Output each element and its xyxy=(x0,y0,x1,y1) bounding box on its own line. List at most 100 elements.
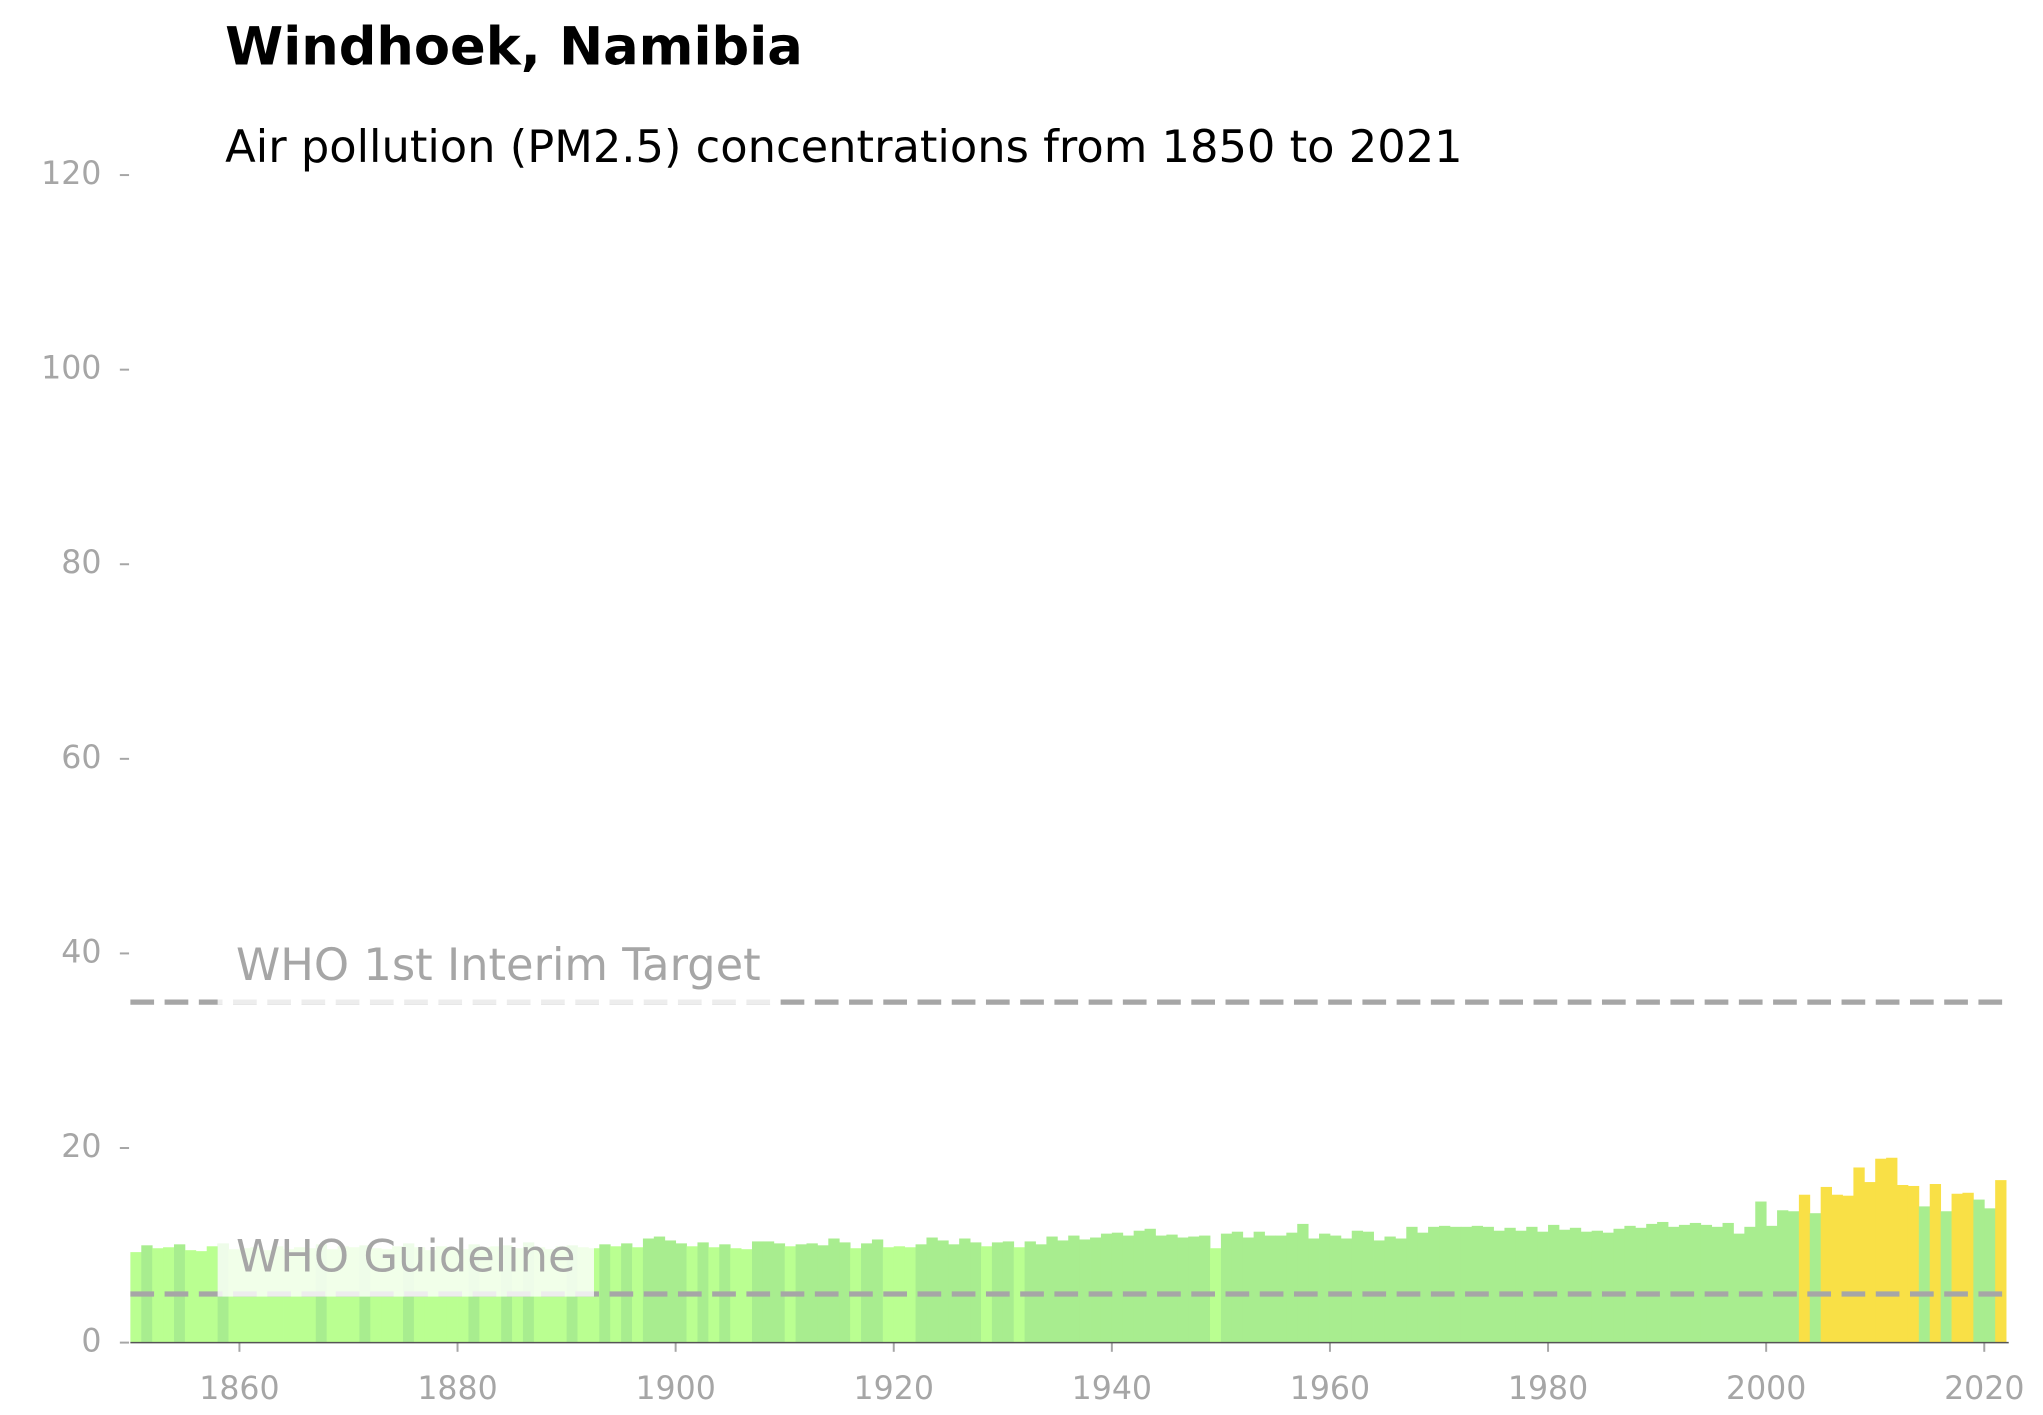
reference-label: WHO Guideline xyxy=(236,1230,576,1283)
bar xyxy=(599,1244,611,1343)
bar xyxy=(1809,1213,1822,1343)
bar xyxy=(1264,1235,1276,1343)
bar xyxy=(773,1243,786,1343)
bar xyxy=(1929,1184,1942,1343)
bar xyxy=(1602,1232,1614,1343)
bar xyxy=(642,1238,655,1343)
bar xyxy=(1569,1227,1582,1343)
bar xyxy=(1962,1192,1974,1343)
bar xyxy=(1973,1199,1985,1343)
bar xyxy=(1995,1180,2007,1343)
bar xyxy=(1439,1225,1451,1343)
bar xyxy=(1842,1195,1854,1343)
bar xyxy=(959,1238,971,1343)
bar xyxy=(1766,1225,1778,1343)
bar xyxy=(1319,1233,1331,1343)
label-background xyxy=(217,1224,594,1297)
bar xyxy=(828,1238,840,1343)
bar xyxy=(1351,1230,1364,1343)
bar xyxy=(1907,1185,1920,1343)
bar xyxy=(1090,1237,1102,1343)
bar xyxy=(1449,1226,1462,1343)
bar xyxy=(1417,1232,1429,1343)
y-tick-label: 80 xyxy=(61,545,101,581)
bar xyxy=(1624,1225,1636,1343)
bar xyxy=(1787,1211,1800,1343)
bar xyxy=(1428,1226,1440,1343)
bar xyxy=(1297,1223,1309,1343)
bar xyxy=(904,1247,916,1343)
bar xyxy=(1678,1224,1691,1343)
bar xyxy=(937,1240,949,1343)
x-tick-label: 1920 xyxy=(854,1371,934,1407)
bar xyxy=(1853,1167,1865,1343)
bar xyxy=(1155,1235,1167,1343)
bar xyxy=(1820,1186,1832,1343)
bar xyxy=(1755,1201,1767,1343)
bar xyxy=(1046,1236,1058,1343)
bar xyxy=(871,1239,884,1343)
bar xyxy=(1100,1233,1113,1343)
bar xyxy=(1798,1194,1811,1343)
bar xyxy=(970,1242,982,1343)
bar xyxy=(1013,1247,1026,1343)
x-tick-label: 2000 xyxy=(1726,1371,1806,1407)
bar xyxy=(1209,1248,1222,1343)
bar xyxy=(1286,1232,1298,1343)
bar xyxy=(1329,1235,1342,1343)
reference-label: WHO 1st Interim Target xyxy=(236,938,761,991)
bar xyxy=(1875,1158,1887,1343)
bar xyxy=(1340,1238,1353,1343)
bar xyxy=(1220,1233,1233,1343)
x-tick-label: 1940 xyxy=(1072,1371,1152,1407)
bar xyxy=(1580,1231,1593,1343)
bar xyxy=(1897,1184,1909,1343)
bar xyxy=(1395,1238,1407,1343)
bar xyxy=(1308,1238,1320,1343)
bar xyxy=(664,1240,677,1343)
x-tick-label: 1880 xyxy=(417,1371,497,1407)
bar xyxy=(1406,1226,1418,1343)
bar xyxy=(152,1248,164,1343)
bar xyxy=(1951,1193,1963,1343)
bar xyxy=(1558,1229,1571,1343)
bar xyxy=(1493,1230,1505,1343)
y-tick-label: 60 xyxy=(61,740,101,776)
bar xyxy=(1831,1194,1843,1343)
bar xyxy=(697,1242,709,1343)
bar xyxy=(1864,1182,1876,1343)
bar xyxy=(926,1237,938,1343)
bar xyxy=(1918,1206,1931,1343)
bar xyxy=(1700,1224,1713,1343)
bar xyxy=(1231,1231,1244,1343)
bar xyxy=(1689,1222,1702,1343)
x-tick-label: 2020 xyxy=(1944,1371,2024,1407)
y-tick-label: 40 xyxy=(61,934,101,970)
chart-title: Windhoek, Namibia xyxy=(225,17,803,78)
bar xyxy=(130,1252,142,1343)
bar xyxy=(1733,1233,1745,1343)
bar xyxy=(1482,1226,1494,1343)
bar xyxy=(1460,1226,1473,1343)
bar xyxy=(1646,1223,1658,1343)
bar xyxy=(1777,1210,1789,1343)
bar xyxy=(1722,1222,1734,1343)
bar xyxy=(1133,1230,1145,1343)
x-tick-label: 1980 xyxy=(1508,1371,1588,1407)
bar xyxy=(1940,1211,1952,1343)
bar xyxy=(1886,1157,1898,1343)
bar xyxy=(1177,1237,1189,1343)
bar xyxy=(1166,1234,1178,1343)
bar xyxy=(1668,1226,1680,1343)
y-tick-label: 120 xyxy=(41,156,101,192)
bar xyxy=(1744,1226,1756,1343)
bar xyxy=(806,1243,818,1343)
bar xyxy=(1526,1226,1538,1343)
bar xyxy=(1079,1239,1091,1343)
bar xyxy=(184,1250,197,1343)
bar xyxy=(1122,1235,1135,1343)
y-tick-label: 0 xyxy=(81,1324,101,1360)
bar xyxy=(1199,1235,1211,1343)
